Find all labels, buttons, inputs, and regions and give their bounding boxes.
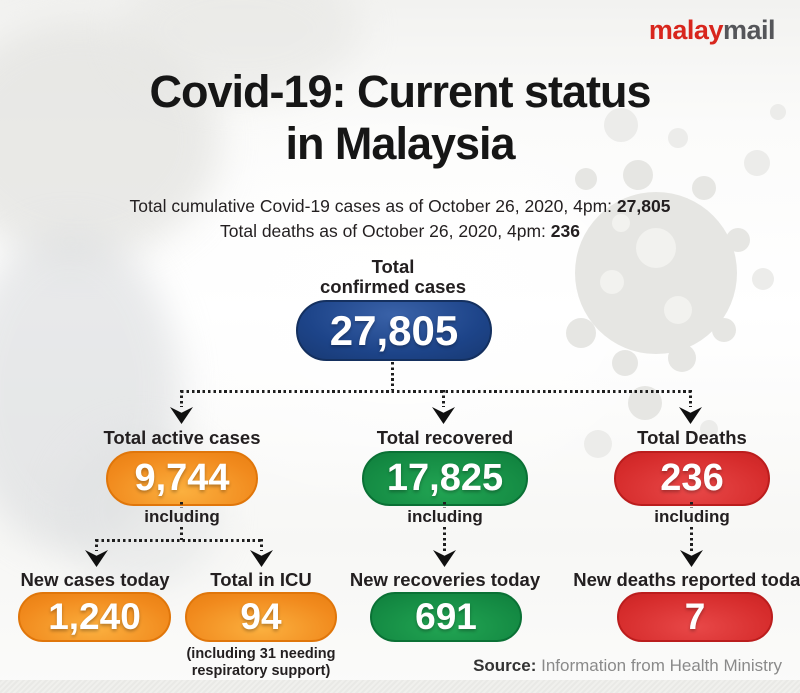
cumulative-cases-value: 27,805 — [616, 196, 671, 216]
brand-logo-part1: malay — [648, 15, 724, 45]
page-title-line2: in Malaysia — [285, 118, 515, 169]
page-title-line1: Covid-19: Current status — [149, 66, 651, 117]
connector-seg — [260, 539, 263, 551]
connector-drop-active — [180, 390, 183, 407]
connector-drop-recovered — [442, 390, 445, 407]
arrow-down-icon — [85, 550, 108, 567]
source-label: Source: — [473, 656, 537, 675]
active-cases-label: Total active cases — [103, 427, 261, 448]
new-recoveries-label: New recoveries today — [349, 569, 541, 590]
total-confirmed-label: Total confirmed cases — [319, 256, 466, 297]
subtitle-line1: Total cumulative Covid-19 cases as of Oc… — [129, 196, 671, 216]
new-cases-pill: 1,240 — [18, 592, 171, 642]
deaths-label: Total Deaths — [637, 427, 747, 448]
including-label-deaths: including — [654, 507, 730, 526]
connector-seg — [443, 527, 446, 551]
connector-seg — [443, 502, 446, 508]
connector-seg — [180, 527, 183, 540]
deaths-pill: 236 — [614, 451, 770, 506]
active-cases-pill: 9,744 — [106, 451, 258, 506]
icu-pill: 94 — [185, 592, 337, 642]
page-title: Covid-19: Current status in Malaysia — [0, 66, 800, 170]
connector-split-hline — [96, 539, 263, 542]
arrow-down-icon — [432, 407, 455, 424]
connector-seg — [690, 502, 693, 508]
brand-logo: malaymail — [648, 15, 776, 46]
connector-drop-deaths — [689, 390, 692, 407]
new-recoveries-pill: 691 — [370, 592, 522, 642]
arrow-down-icon — [679, 407, 702, 424]
connector-seg — [180, 502, 183, 508]
recovered-label: Total recovered — [376, 427, 514, 448]
recovered-pill: 17,825 — [362, 451, 528, 506]
arrow-down-icon — [250, 550, 273, 567]
brand-logo-part2: mail — [722, 15, 776, 45]
arrow-down-icon — [433, 550, 456, 567]
total-deaths-value: 236 — [550, 221, 580, 241]
icu-label: Total in ICU — [210, 569, 312, 590]
total-confirmed-pill: 27,805 — [296, 300, 492, 361]
subtitle-line2: Total deaths as of October 26, 2020, 4pm… — [220, 221, 580, 241]
source-credit: Source: Information from Health Ministry — [473, 656, 782, 676]
footer-strip — [0, 680, 800, 693]
arrow-down-icon — [680, 550, 703, 567]
connector-seg — [95, 539, 98, 551]
connector-seg — [690, 527, 693, 551]
new-deaths-pill: 7 — [617, 592, 773, 642]
including-label-active: including — [144, 507, 220, 526]
icu-note: (including 31 needing respiratory suppor… — [186, 646, 336, 679]
new-cases-label: New cases today — [20, 569, 170, 590]
connector-main-hline — [181, 390, 692, 393]
including-label-recovered: including — [407, 507, 483, 526]
source-text: Information from Health Ministry — [541, 656, 782, 675]
new-deaths-label: New deaths reported today — [573, 569, 800, 590]
connector-root-vline — [391, 362, 394, 390]
arrow-down-icon — [170, 407, 193, 424]
